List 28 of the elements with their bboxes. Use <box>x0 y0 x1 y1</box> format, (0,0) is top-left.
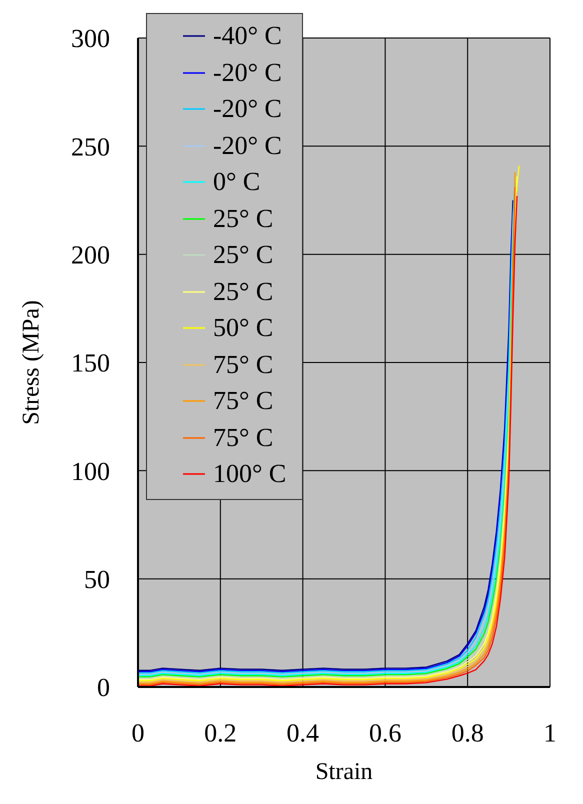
y-tick-label: 0 <box>97 673 110 702</box>
legend-label: 25° C <box>213 202 274 234</box>
y-tick-label: 50 <box>84 565 110 594</box>
legend-label: 25° C <box>213 276 274 308</box>
legend-label: -20° C <box>213 56 282 88</box>
y-axis-title: Stress (MPa) <box>18 300 45 425</box>
x-axis-title: Strain <box>315 759 373 785</box>
y-tick-label: 250 <box>71 132 110 162</box>
x-tick-label: 0.8 <box>451 718 484 748</box>
legend-label: -40° C <box>213 20 282 52</box>
x-tick-label: 0.2 <box>204 718 237 748</box>
x-tick-label: 1 <box>544 718 556 748</box>
legend-label: 25° C <box>213 239 274 271</box>
x-tick-label: 0 <box>132 718 144 748</box>
x-tick-label: 0.6 <box>368 718 402 748</box>
y-tick-label: 300 <box>71 24 110 54</box>
legend-label: 75° C <box>213 422 274 454</box>
legend-label: 50° C <box>213 312 274 344</box>
y-tick-label: 150 <box>71 348 110 378</box>
y-tick-label: 200 <box>71 240 110 270</box>
legend-label: -20° C <box>213 93 282 125</box>
legend-label: 0° C <box>213 166 260 198</box>
y-tick-label: 100 <box>71 456 110 486</box>
x-tick-label: 0.4 <box>286 718 320 748</box>
legend-label: 100° C <box>213 458 286 490</box>
legend-label: -20° C <box>213 130 282 162</box>
legend-label: 75° C <box>213 385 274 417</box>
legend-label: 75° C <box>213 348 274 380</box>
